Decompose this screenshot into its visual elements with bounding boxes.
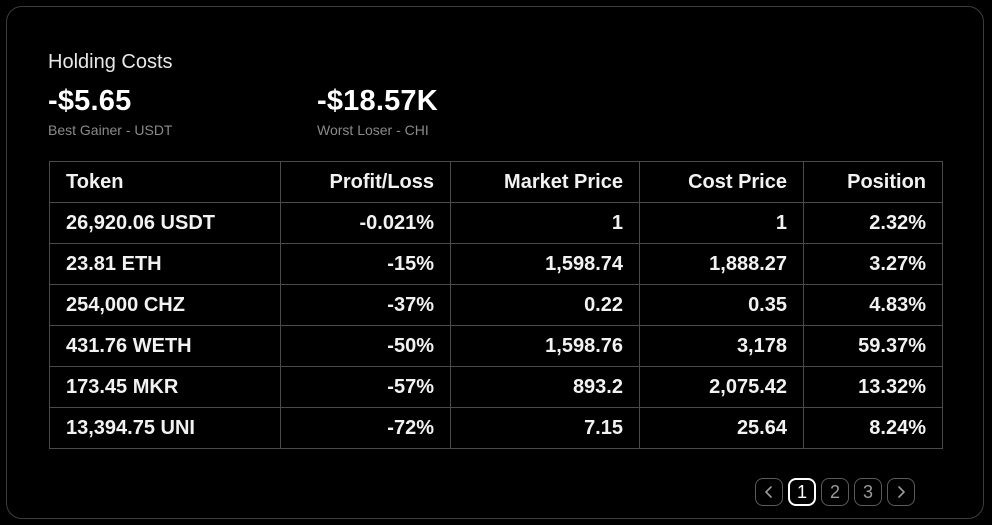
cell-position: 3.27% bbox=[803, 243, 943, 285]
cell-token: 23.81 ETH bbox=[49, 243, 281, 285]
cell-cost-price: 0.35 bbox=[639, 284, 804, 326]
cell-position: 4.83% bbox=[803, 284, 943, 326]
table-row: 13,394.75 UNI -72% 7.15 25.64 8.24% bbox=[49, 407, 943, 449]
cell-profit-loss: -0.021% bbox=[280, 202, 451, 244]
prev-page-button[interactable] bbox=[755, 478, 783, 506]
page-button-1[interactable]: 1 bbox=[788, 478, 816, 506]
cell-market-price: 1 bbox=[450, 202, 640, 244]
card-title: Holding Costs bbox=[48, 51, 173, 73]
next-page-button[interactable] bbox=[887, 478, 915, 506]
cell-profit-loss: -57% bbox=[280, 366, 451, 408]
cell-cost-price: 25.64 bbox=[639, 407, 804, 449]
cell-position: 59.37% bbox=[803, 325, 943, 367]
cell-market-price: 1,598.74 bbox=[450, 243, 640, 285]
best-gainer-stat: -$5.65 Best Gainer - USDT bbox=[48, 83, 172, 139]
best-gainer-value: -$5.65 bbox=[48, 85, 132, 117]
cell-cost-price: 1,888.27 bbox=[639, 243, 804, 285]
holdings-table: Token Profit/Loss Market Price Cost Pric… bbox=[49, 161, 943, 449]
pagination: 1 2 3 bbox=[755, 478, 915, 506]
worst-loser-label: Worst Loser - CHI bbox=[317, 122, 429, 138]
cell-position: 8.24% bbox=[803, 407, 943, 449]
cell-token: 431.76 WETH bbox=[49, 325, 281, 367]
cell-token: 13,394.75 UNI bbox=[49, 407, 281, 449]
header-profit-loss: Profit/Loss bbox=[280, 161, 451, 203]
table-row: 173.45 MKR -57% 893.2 2,075.42 13.32% bbox=[49, 366, 943, 408]
cell-position: 2.32% bbox=[803, 202, 943, 244]
table-row: 23.81 ETH -15% 1,598.74 1,888.27 3.27% bbox=[49, 243, 943, 285]
cell-token: 254,000 CHZ bbox=[49, 284, 281, 326]
cell-cost-price: 1 bbox=[639, 202, 804, 244]
cell-market-price: 0.22 bbox=[450, 284, 640, 326]
header-position: Position bbox=[803, 161, 943, 203]
cell-profit-loss: -37% bbox=[280, 284, 451, 326]
table-row: 26,920.06 USDT -0.021% 1 1 2.32% bbox=[49, 202, 943, 244]
page-button-3[interactable]: 3 bbox=[854, 478, 882, 506]
cell-profit-loss: -72% bbox=[280, 407, 451, 449]
header-market-price: Market Price bbox=[450, 161, 640, 203]
worst-loser-value: -$18.57K bbox=[317, 85, 438, 117]
cell-token: 26,920.06 USDT bbox=[49, 202, 281, 244]
table-row: 254,000 CHZ -37% 0.22 0.35 4.83% bbox=[49, 284, 943, 326]
cell-token: 173.45 MKR bbox=[49, 366, 281, 408]
cell-market-price: 7.15 bbox=[450, 407, 640, 449]
cell-market-price: 1,598.76 bbox=[450, 325, 640, 367]
best-gainer-label: Best Gainer - USDT bbox=[48, 122, 173, 138]
table-header-row: Token Profit/Loss Market Price Cost Pric… bbox=[49, 161, 943, 203]
table-row: 431.76 WETH -50% 1,598.76 3,178 59.37% bbox=[49, 325, 943, 367]
cell-position: 13.32% bbox=[803, 366, 943, 408]
cell-market-price: 893.2 bbox=[450, 366, 640, 408]
header-cost-price: Cost Price bbox=[639, 161, 804, 203]
worst-loser-stat: -$18.57K Worst Loser - CHI bbox=[317, 83, 438, 139]
chevron-right-icon bbox=[898, 486, 905, 498]
header-token: Token bbox=[49, 161, 281, 203]
page-button-2[interactable]: 2 bbox=[821, 478, 849, 506]
cell-cost-price: 2,075.42 bbox=[639, 366, 804, 408]
cell-cost-price: 3,178 bbox=[639, 325, 804, 367]
cell-profit-loss: -15% bbox=[280, 243, 451, 285]
chevron-left-icon bbox=[765, 486, 772, 498]
cell-profit-loss: -50% bbox=[280, 325, 451, 367]
holding-costs-card: Holding Costs -$5.65 Best Gainer - USDT … bbox=[6, 6, 984, 519]
